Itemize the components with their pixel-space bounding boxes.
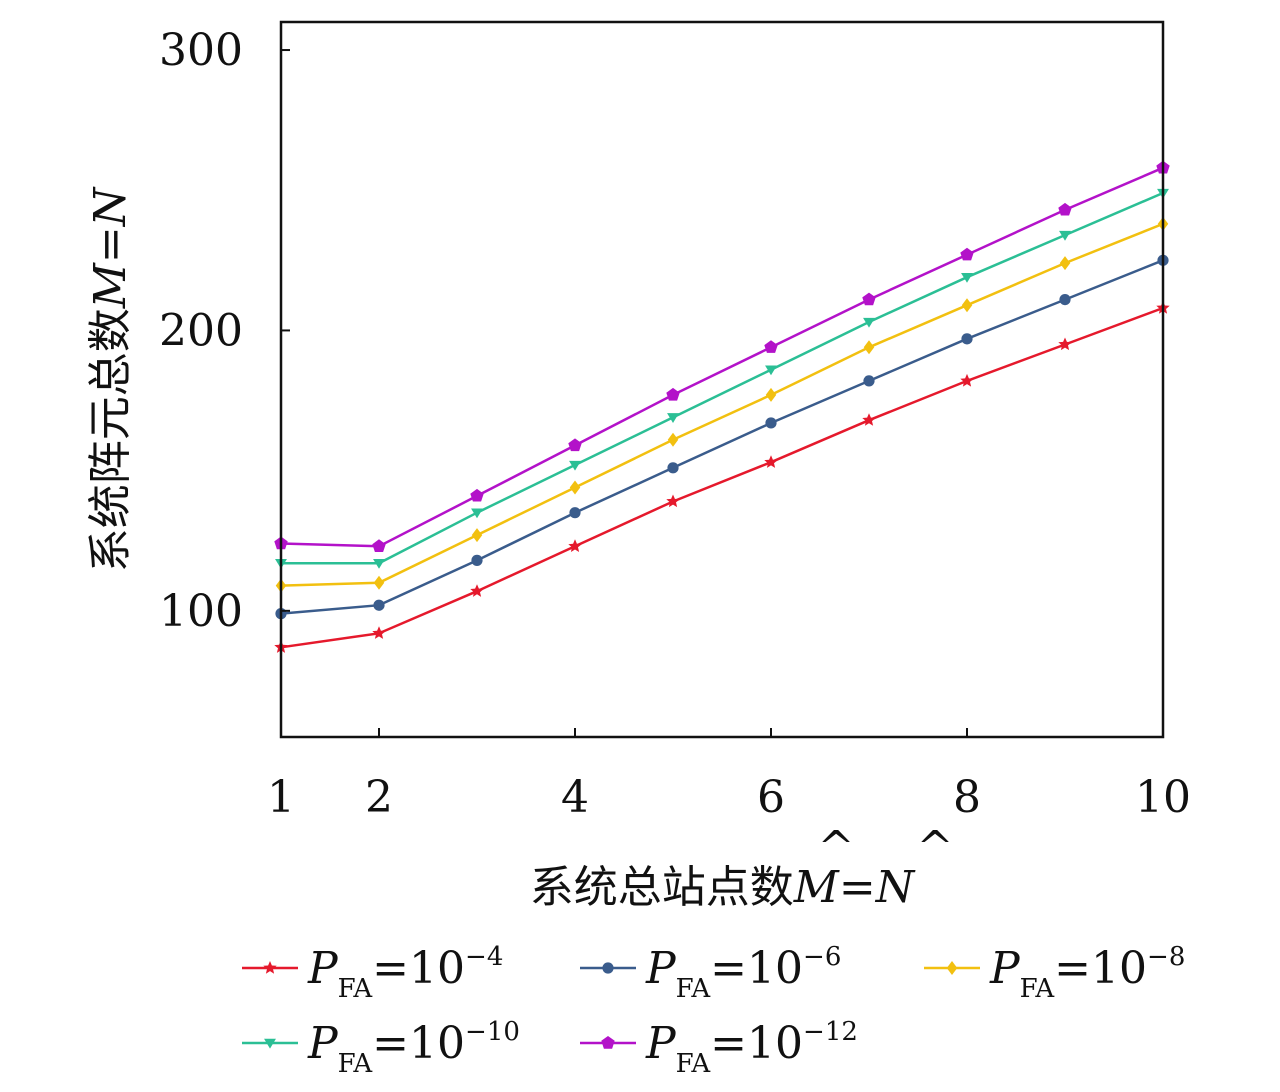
data-point bbox=[667, 432, 679, 447]
data-point bbox=[863, 340, 875, 355]
x-axis-title-var1: M bbox=[793, 862, 840, 913]
data-point bbox=[862, 292, 876, 306]
data-point bbox=[1059, 256, 1071, 271]
data-point bbox=[863, 375, 875, 387]
hat-accent: ^ bbox=[818, 822, 855, 873]
data-point bbox=[372, 626, 386, 639]
data-point bbox=[568, 438, 582, 452]
legend-swatch-marker bbox=[264, 1038, 276, 1049]
y-tick-label: 300 bbox=[159, 25, 243, 76]
y-axis: 100 200 300 bbox=[159, 25, 290, 637]
legend-label: PFA=10−6 bbox=[645, 942, 841, 1004]
data-point bbox=[961, 298, 973, 313]
legend-swatch-marker bbox=[602, 962, 614, 974]
legend-label: PFA=10−12 bbox=[645, 1017, 858, 1079]
data-point bbox=[471, 508, 483, 519]
legend-swatch-marker bbox=[601, 1036, 615, 1049]
data-point bbox=[863, 317, 875, 328]
x-tick-label: 4 bbox=[561, 772, 589, 823]
data-point bbox=[1059, 230, 1071, 241]
data-point bbox=[764, 455, 778, 468]
legend-label: PFA=10−8 bbox=[989, 942, 1185, 1004]
series-4 bbox=[275, 188, 1169, 569]
legend-swatch-marker bbox=[263, 961, 277, 974]
series-line bbox=[280, 222, 1164, 587]
x-tick-label: 8 bbox=[953, 772, 981, 823]
data-point bbox=[1059, 293, 1071, 306]
y-axis-title-var1: M bbox=[85, 262, 136, 309]
data-point bbox=[764, 340, 778, 353]
data-point bbox=[569, 480, 581, 495]
data-point bbox=[960, 373, 974, 387]
x-axis-title-hats: ^ ^ bbox=[818, 822, 954, 873]
y-axis-title-prefix: 系统阵元总数 bbox=[85, 308, 136, 572]
series-line bbox=[281, 191, 1164, 565]
data-point bbox=[765, 387, 777, 402]
legend-item: PFA=10−10 bbox=[242, 1017, 520, 1079]
data-point bbox=[666, 494, 680, 508]
data-point bbox=[373, 558, 385, 569]
legend-item: PFA=10−4 bbox=[242, 942, 503, 1004]
data-point bbox=[373, 575, 385, 590]
x-axis: 1 2 4 6 8 10 bbox=[267, 728, 1191, 823]
data-point bbox=[569, 507, 581, 519]
legend-item: PFA=10−12 bbox=[580, 1017, 858, 1079]
data-point bbox=[961, 333, 973, 345]
data-point bbox=[470, 488, 484, 502]
x-tick-label: 6 bbox=[757, 772, 785, 823]
x-axis-title-var2: N bbox=[875, 862, 916, 913]
data-point bbox=[1058, 337, 1072, 351]
x-axis-title: 系统总站点数M=N bbox=[530, 862, 916, 913]
y-axis-title-eq: = bbox=[85, 226, 136, 263]
series-layer bbox=[274, 160, 1170, 653]
data-point bbox=[1058, 202, 1072, 216]
data-point bbox=[373, 599, 385, 611]
y-tick-label: 100 bbox=[159, 586, 243, 637]
y-tick-label: 200 bbox=[159, 305, 243, 356]
plot-frame bbox=[279, 20, 1165, 739]
legend-label: PFA=10−10 bbox=[307, 1017, 520, 1079]
series-line bbox=[280, 166, 1164, 548]
legend-swatch-marker bbox=[946, 961, 958, 975]
x-axis-title-eq: = bbox=[839, 862, 876, 913]
data-point bbox=[765, 365, 777, 376]
data-point bbox=[961, 272, 973, 283]
data-point bbox=[960, 247, 974, 261]
data-point bbox=[372, 539, 386, 552]
series-line bbox=[280, 306, 1164, 649]
data-point bbox=[471, 528, 483, 543]
data-point bbox=[471, 554, 483, 566]
x-axis-title-prefix: 系统总站点数 bbox=[530, 862, 794, 913]
legend-label: PFA=10−4 bbox=[307, 942, 503, 1004]
x-tick-label: 1 bbox=[267, 772, 295, 823]
legend: PFA=10−4 PFA=10−6 PFA=10−8 PFA=10−10 PFA=10−… bbox=[242, 942, 1185, 1079]
data-point bbox=[765, 417, 777, 429]
data-point bbox=[470, 584, 484, 597]
series-3 bbox=[275, 216, 1169, 593]
legend-item: PFA=10−8 bbox=[924, 942, 1185, 1004]
data-point bbox=[862, 413, 876, 426]
x-tick-label: 10 bbox=[1135, 772, 1191, 823]
legend-item: PFA=10−6 bbox=[580, 942, 841, 1004]
series-line bbox=[280, 259, 1164, 615]
data-point bbox=[666, 387, 680, 401]
hat-accent: ^ bbox=[917, 822, 954, 873]
y-axis-title: 系统阵元总数M=N bbox=[85, 186, 136, 572]
series-2 bbox=[275, 254, 1169, 620]
data-point bbox=[569, 460, 581, 471]
series-1 bbox=[274, 301, 1170, 653]
series-5 bbox=[274, 160, 1170, 552]
x-tick-label: 2 bbox=[365, 772, 393, 823]
y-axis-title-var2: N bbox=[85, 186, 136, 227]
data-point bbox=[667, 413, 679, 423]
data-point bbox=[568, 539, 582, 552]
data-point bbox=[667, 462, 679, 474]
